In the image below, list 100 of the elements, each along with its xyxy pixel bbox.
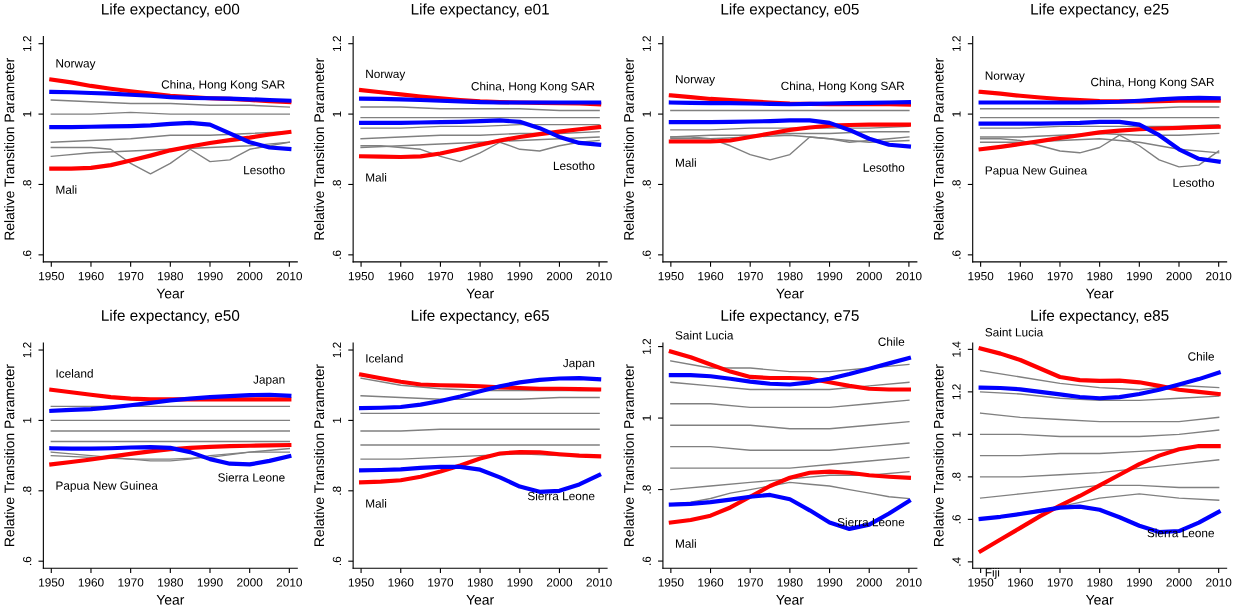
series-label: Iceland — [56, 369, 93, 378]
y-tick-label: .6 — [952, 514, 961, 524]
series-label: Saint Lucia — [985, 327, 1044, 337]
x-tick-label: 1990 — [507, 578, 533, 587]
x-tick-label: 1970 — [1047, 578, 1073, 587]
x-tick-label: 1990 — [507, 271, 533, 281]
x-tick-label: 2000 — [546, 578, 573, 587]
y-tick-label: 1 — [23, 111, 32, 117]
x-axis-title: Year — [1085, 595, 1114, 605]
y-tick-label: .6 — [642, 250, 651, 259]
y-tick-label: .6 — [22, 250, 32, 259]
x-tick-label: 1970 — [428, 578, 454, 587]
x-tick-label: 1960 — [78, 271, 104, 281]
x-tick-label: 1980 — [158, 578, 183, 587]
y-tick-label: .8 — [22, 486, 32, 495]
x-tick-label: 1990 — [817, 578, 843, 587]
chart-title: Life expectancy, e75 — [721, 309, 859, 324]
x-tick-label: 1950 — [348, 271, 374, 281]
series-label: Chile — [878, 337, 905, 346]
y-tick-label: .8 — [22, 180, 32, 189]
series-label: Japan — [562, 358, 595, 370]
x-tick-label: 1980 — [467, 578, 493, 587]
series-label: Chile — [1188, 352, 1214, 361]
series-label: Lesotho — [553, 161, 595, 171]
y-tick-label: .6 — [22, 556, 32, 566]
x-tick-label: 1980 — [777, 578, 803, 587]
series-label: Mali — [675, 539, 696, 548]
y-axis-title: Relative Transition Parameter — [623, 364, 634, 546]
y-tick-label: .6 — [642, 556, 651, 565]
chart-title: Life expectancy, e85 — [1031, 309, 1169, 324]
x-tick-label: 1980 — [777, 271, 803, 281]
y-tick-label: 1.2 — [332, 342, 341, 358]
x-tick-label: 2010 — [896, 578, 922, 587]
x-tick-label: 1980 — [1087, 578, 1113, 587]
series-label: Lesotho — [1173, 178, 1215, 187]
x-tick-label: 1950 — [39, 271, 64, 281]
x-tick-label: 2010 — [586, 578, 612, 587]
series-label: Mali — [675, 158, 696, 167]
y-tick-label: 1 — [952, 111, 961, 117]
y-tick-label: 1.2 — [952, 36, 961, 51]
x-tick-label: 1970 — [737, 271, 763, 281]
y-tick-label: 1.2 — [642, 338, 651, 354]
x-tick-label: 2010 — [896, 271, 922, 281]
series-label: Lesotho — [244, 165, 285, 175]
x-axis-title: Year — [466, 595, 494, 605]
chart-title: Life expectancy, e25 — [1031, 3, 1169, 18]
x-tick-label: 1980 — [467, 271, 493, 281]
x-axis-title: Year — [776, 595, 804, 605]
x-tick-label: 1950 — [658, 271, 684, 281]
y-tick-label: 1.2 — [642, 36, 651, 51]
y-tick-label: .8 — [332, 486, 342, 495]
y-tick-label: 1 — [642, 111, 651, 117]
x-tick-label: 1990 — [1127, 271, 1152, 281]
series-label: China, Hong Kong SAR — [471, 81, 595, 93]
chart-title: Life expectancy, e05 — [721, 3, 859, 18]
y-axis-title: Relative Transition Parameter — [313, 58, 325, 240]
x-tick-label: 2000 — [1166, 271, 1192, 281]
y-tick-label: .8 — [332, 180, 342, 189]
x-axis-title: Year — [466, 288, 494, 299]
x-tick-label: 2010 — [1206, 578, 1232, 587]
chart-title: Life expectancy, e00 — [102, 3, 240, 18]
x-tick-label: 2010 — [1206, 271, 1232, 281]
series-label: Norway — [56, 59, 96, 70]
x-tick-label: 1970 — [737, 578, 763, 587]
y-axis-title: Relative Transition Parameter — [933, 364, 944, 546]
x-tick-label: 1950 — [658, 578, 684, 587]
x-tick-label: 1990 — [197, 271, 223, 281]
x-tick-label: 1990 — [197, 578, 223, 587]
series-label: Papua New Guinea — [985, 165, 1088, 177]
x-tick-label: 2000 — [237, 578, 263, 587]
x-axis-title: Year — [156, 288, 185, 299]
x-tick-label: 1970 — [118, 271, 144, 281]
y-tick-label: .4 — [952, 557, 961, 566]
y-tick-label: 1.2 — [952, 384, 961, 400]
y-axis-title: Relative Transition Parameter — [623, 58, 634, 240]
y-axis-title: Relative Transition Parameter — [4, 364, 15, 546]
x-tick-label: 2000 — [237, 271, 263, 281]
x-tick-label: 2000 — [856, 578, 882, 587]
x-tick-label: 1980 — [158, 271, 183, 281]
x-tick-label: 1990 — [1127, 578, 1152, 587]
x-tick-label: 1960 — [1008, 578, 1033, 587]
x-axis-title: Year — [776, 288, 804, 299]
x-tick-label: 1960 — [78, 578, 104, 587]
x-tick-label: 1960 — [698, 578, 724, 587]
x-tick-label: 1960 — [388, 578, 414, 587]
chart-title: Life expectancy, e65 — [411, 309, 549, 324]
y-tick-label: .6 — [952, 250, 961, 259]
series-label: Norway — [675, 75, 716, 86]
series-label: Sierra Leone — [527, 491, 595, 501]
x-tick-label: 1980 — [1087, 271, 1113, 281]
series-label: China, Hong Kong SAR — [161, 79, 285, 91]
y-tick-label: 1 — [332, 111, 341, 117]
y-tick-label: .8 — [642, 485, 651, 494]
x-axis-title: Year — [156, 595, 185, 605]
y-tick-label: .6 — [332, 556, 342, 566]
series-label: Fiji — [985, 567, 1000, 579]
series-label: Mali — [366, 172, 387, 182]
x-tick-label: 1950 — [348, 578, 374, 587]
x-tick-label: 2000 — [546, 271, 573, 281]
x-tick-label: 1990 — [817, 271, 843, 281]
